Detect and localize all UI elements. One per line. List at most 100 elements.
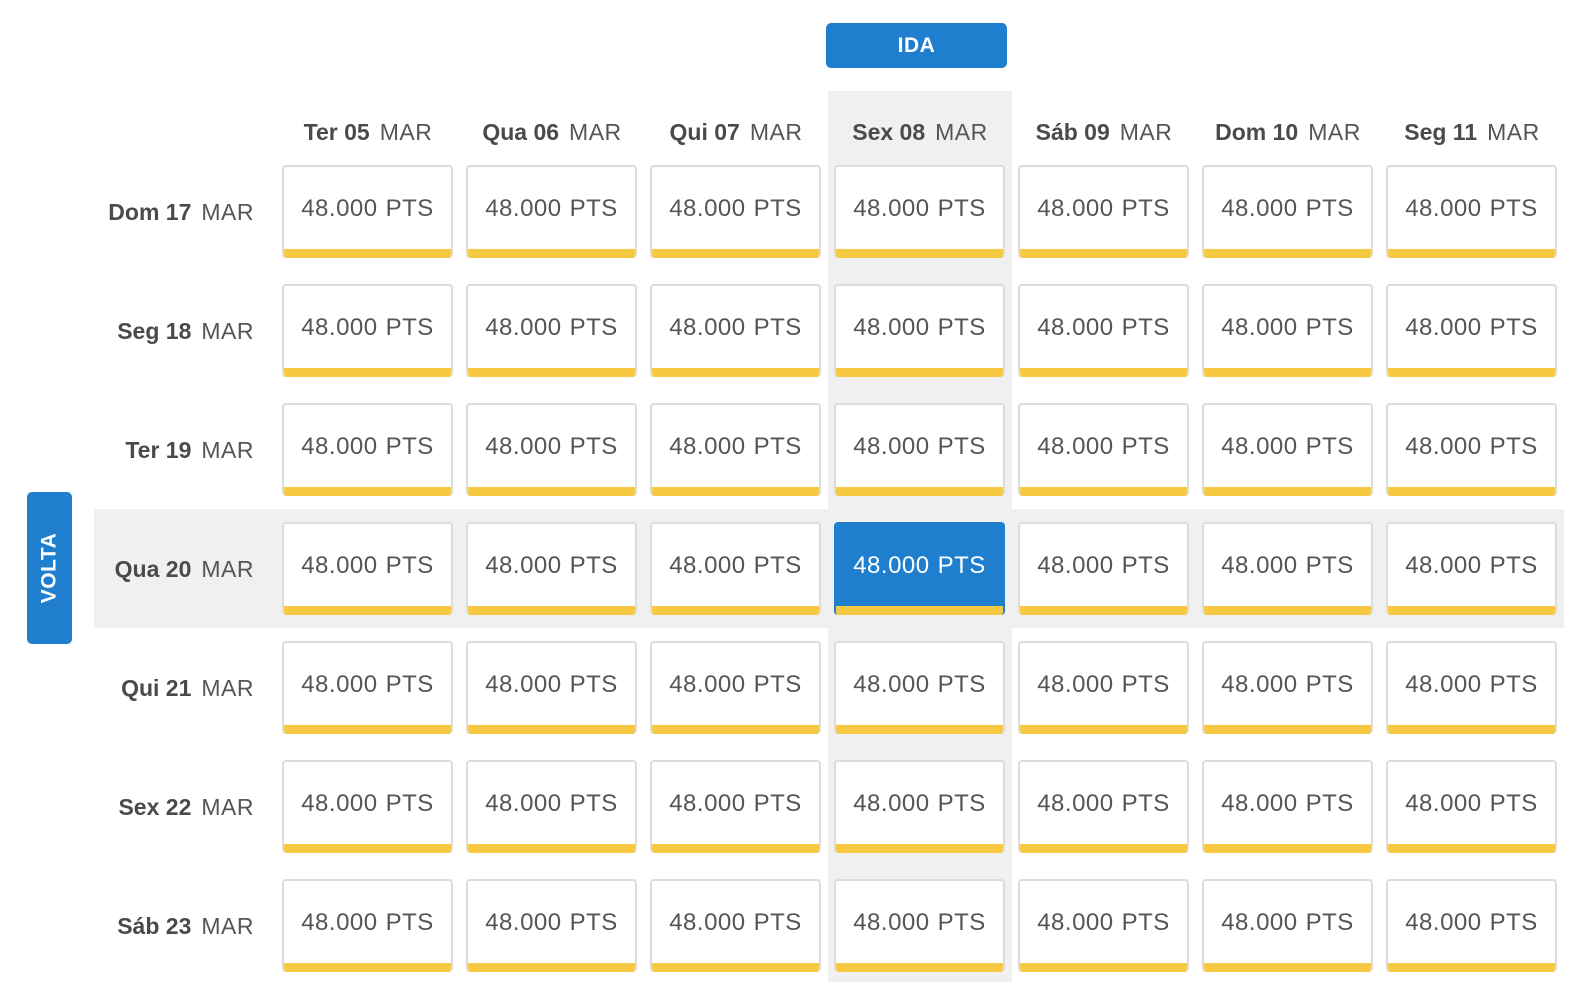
column-header-day: Sex 08 bbox=[852, 118, 926, 145]
fare-unit: PTS bbox=[1489, 909, 1538, 936]
fare-cell[interactable]: 48.000 PTS bbox=[466, 165, 637, 258]
fare-cell[interactable]: 48.000 PTS bbox=[466, 760, 637, 853]
row-header-month: MAR bbox=[201, 793, 254, 820]
fare-cell[interactable]: 48.000 PTS bbox=[834, 284, 1005, 377]
fare-amount: 48.000 bbox=[1037, 433, 1114, 460]
fare-cell[interactable]: 48.000 PTS bbox=[282, 403, 453, 496]
fare-cell[interactable]: 48.000 PTS bbox=[1202, 641, 1373, 734]
fare-cell[interactable]: 48.000 PTS bbox=[650, 641, 821, 734]
fare-price: 48.000 PTS bbox=[1204, 405, 1371, 489]
fare-price: 48.000 PTS bbox=[1388, 762, 1555, 846]
fare-cell[interactable]: 48.000 PTS bbox=[1386, 403, 1557, 496]
fare-unit: PTS bbox=[385, 671, 434, 698]
fare-amount: 48.000 bbox=[1037, 790, 1114, 817]
fare-cell[interactable]: 48.000 PTS bbox=[466, 641, 637, 734]
fare-unit: PTS bbox=[1305, 195, 1354, 222]
fare-cell[interactable]: 48.000 PTS bbox=[1202, 403, 1373, 496]
fare-amount: 48.000 bbox=[301, 671, 378, 698]
fare-cell[interactable]: 48.000 PTS bbox=[650, 522, 821, 615]
fare-unit: PTS bbox=[753, 552, 802, 579]
fare-cell[interactable]: 48.000 PTS bbox=[282, 641, 453, 734]
row-header-volta-date: Dom 17 MAR bbox=[94, 192, 254, 232]
fare-amount: 48.000 bbox=[485, 314, 562, 341]
fare-cell[interactable]: 48.000 PTS bbox=[834, 403, 1005, 496]
fare-price: 48.000 PTS bbox=[652, 762, 819, 846]
fare-unit: PTS bbox=[1489, 195, 1538, 222]
fare-cell[interactable]: 48.000 PTS bbox=[282, 522, 453, 615]
fare-unit: PTS bbox=[1121, 433, 1170, 460]
fare-cell[interactable]: 48.000 PTS bbox=[282, 879, 453, 972]
fare-unit: PTS bbox=[385, 790, 434, 817]
fare-cell[interactable]: 48.000 PTS bbox=[1202, 522, 1373, 615]
fare-amount: 48.000 bbox=[669, 552, 746, 579]
row-header-day: Dom 17 bbox=[108, 198, 192, 225]
fare-price: 48.000 PTS bbox=[1204, 762, 1371, 846]
fare-amount: 48.000 bbox=[1221, 195, 1298, 222]
fare-cell[interactable]: 48.000 PTS bbox=[650, 165, 821, 258]
fare-unit: PTS bbox=[1489, 671, 1538, 698]
fare-cell[interactable]: 48.000 PTS bbox=[1386, 165, 1557, 258]
column-header-day: Sáb 09 bbox=[1035, 118, 1110, 145]
fare-unit: PTS bbox=[937, 314, 986, 341]
fare-cell[interactable]: 48.000 PTS bbox=[650, 760, 821, 853]
fare-cell[interactable]: 48.000 PTS bbox=[1018, 760, 1189, 853]
fare-cell[interactable]: 48.000 PTS bbox=[1386, 760, 1557, 853]
fare-cell[interactable]: 48.000 PTS bbox=[1018, 522, 1189, 615]
fare-unit: PTS bbox=[1121, 552, 1170, 579]
row-header-day: Sáb 23 bbox=[117, 912, 192, 939]
fare-cell[interactable]: 48.000 PTS bbox=[1386, 284, 1557, 377]
fare-cell[interactable]: 48.000 PTS bbox=[466, 284, 637, 377]
fare-cell[interactable]: 48.000 PTS bbox=[1202, 284, 1373, 377]
fare-cell[interactable]: 48.000 PTS bbox=[1018, 284, 1189, 377]
fare-price: 48.000 PTS bbox=[1388, 167, 1555, 251]
fare-cell[interactable]: 48.000 PTS bbox=[834, 641, 1005, 734]
fare-cell[interactable]: 48.000 PTS bbox=[282, 284, 453, 377]
fare-amount: 48.000 bbox=[1037, 552, 1114, 579]
fare-price: 48.000 PTS bbox=[1388, 881, 1555, 965]
fare-amount: 48.000 bbox=[669, 790, 746, 817]
fare-cell[interactable]: 48.000 PTS bbox=[1018, 879, 1189, 972]
fare-unit: PTS bbox=[1489, 433, 1538, 460]
fare-price: 48.000 PTS bbox=[836, 762, 1003, 846]
fare-cell[interactable]: 48.000 PTS bbox=[1386, 641, 1557, 734]
fare-cell[interactable]: 48.000 PTS bbox=[834, 165, 1005, 258]
fare-unit: PTS bbox=[1121, 671, 1170, 698]
fare-price: 48.000 PTS bbox=[1020, 762, 1187, 846]
fare-cell[interactable]: 48.000 PTS bbox=[1202, 760, 1373, 853]
fare-amount: 48.000 bbox=[485, 433, 562, 460]
fare-cell[interactable]: 48.000 PTS bbox=[650, 284, 821, 377]
fare-cell[interactable]: 48.000 PTS bbox=[1386, 879, 1557, 972]
fare-amount: 48.000 bbox=[485, 195, 562, 222]
fare-price: 48.000 PTS bbox=[1020, 167, 1187, 251]
row-header-day: Sex 22 bbox=[118, 793, 192, 820]
fare-amount: 48.000 bbox=[485, 790, 562, 817]
fare-amount: 48.000 bbox=[669, 195, 746, 222]
fare-cell[interactable]: 48.000 PTS bbox=[1018, 165, 1189, 258]
fare-unit: PTS bbox=[385, 552, 434, 579]
fare-cell[interactable]: 48.000 PTS bbox=[1202, 165, 1373, 258]
fare-price: 48.000 PTS bbox=[468, 762, 635, 846]
fare-cell[interactable]: 48.000 PTS bbox=[1018, 403, 1189, 496]
fare-cell[interactable]: 48.000 PTS bbox=[1386, 522, 1557, 615]
fare-cell[interactable]: 48.000 PTS bbox=[834, 879, 1005, 972]
fare-cell[interactable]: 48.000 PTS bbox=[650, 403, 821, 496]
fare-cell[interactable]: 48.000 PTS bbox=[1202, 879, 1373, 972]
fare-cell[interactable]: 48.000 PTS bbox=[282, 760, 453, 853]
column-header-month: MAR bbox=[1119, 118, 1173, 145]
fare-unit: PTS bbox=[1121, 195, 1170, 222]
fare-cell[interactable]: 48.000 PTS bbox=[650, 879, 821, 972]
fare-cell[interactable]: 48.000 PTS bbox=[466, 879, 637, 972]
fare-unit: PTS bbox=[937, 671, 986, 698]
fare-unit: PTS bbox=[569, 671, 618, 698]
fare-cell[interactable]: 48.000 PTS bbox=[466, 403, 637, 496]
fare-cell[interactable]: 48.000 PTS bbox=[282, 165, 453, 258]
row-header-volta-date: Sáb 23 MAR bbox=[94, 906, 254, 946]
fare-cell[interactable]: 48.000 PTS bbox=[834, 760, 1005, 853]
fare-cell[interactable]: 48.000 PTS bbox=[1018, 641, 1189, 734]
fare-unit: PTS bbox=[937, 433, 986, 460]
fare-price: 48.000 PTS bbox=[1204, 524, 1371, 608]
fare-cell[interactable]: 48.000 PTS bbox=[466, 522, 637, 615]
fare-cell[interactable]: 48.000 PTS bbox=[834, 522, 1005, 615]
fare-unit: PTS bbox=[1121, 790, 1170, 817]
fare-unit: PTS bbox=[569, 314, 618, 341]
